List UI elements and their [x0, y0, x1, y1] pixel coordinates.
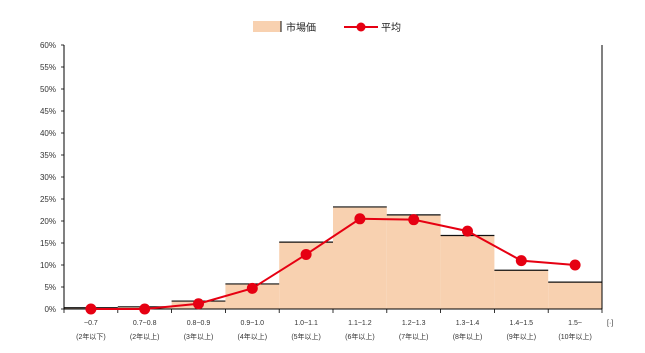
x-category-label-4: 1.0~1.1 — [294, 320, 318, 327]
x-category-sublabel-5: (6年以上) — [345, 332, 375, 341]
line-point-0 — [85, 303, 97, 315]
line-point-2 — [193, 298, 204, 310]
line-point-3 — [246, 282, 258, 294]
area-bar-7 — [440, 235, 495, 309]
line-point-1 — [139, 303, 151, 315]
legend: 市場価 平均 — [253, 21, 401, 34]
x-category-sublabel-3: (4年以上) — [238, 332, 268, 341]
x-category-label-5: 1.1~1.2 — [348, 320, 372, 327]
x-category-label-6: 1.2~1.3 — [402, 320, 426, 327]
line-point-4 — [300, 248, 312, 260]
line-point-6 — [408, 214, 420, 226]
x-category-sublabel-8: (9年以上) — [507, 332, 537, 341]
line-point-5 — [354, 213, 366, 225]
line-point-9 — [569, 259, 581, 271]
area-bar-6 — [386, 214, 441, 309]
x-category-label-3: 0.9~1.0 — [241, 320, 265, 327]
y-tick-label-12: 60% — [40, 41, 56, 50]
x-category-label-9: 1.5~ — [568, 320, 582, 327]
y-tick-label-5: 25% — [40, 195, 56, 204]
x-category-sublabel-7: (8年以上) — [453, 332, 483, 341]
x-category-sublabel-1: (2年以上) — [130, 332, 160, 341]
y-tick-label-9: 45% — [40, 107, 56, 116]
x-category-sublabel-2: (3年以上) — [184, 332, 214, 341]
y-tick-label-2: 10% — [40, 261, 56, 270]
x-category-label-7: 1.3~1.4 — [456, 320, 480, 327]
legend-label-line: 平均 — [381, 22, 401, 34]
legend-label-area: 市場価 — [286, 21, 316, 34]
y-tick-label-1: 5% — [44, 283, 56, 292]
y-tick-label-7: 35% — [40, 151, 56, 160]
y-tick-label-0: 0% — [44, 305, 56, 314]
area-bar-8 — [494, 270, 549, 309]
x-unit-label: [·] — [607, 320, 613, 327]
x-category-label-1: 0.7~0.8 — [133, 320, 157, 327]
legend-swatch-marker — [356, 22, 366, 32]
x-category-label-8: 1.4~1.5 — [510, 320, 534, 327]
x-category-sublabel-6: (7年以上) — [399, 332, 429, 341]
y-tick-label-10: 50% — [40, 85, 56, 94]
line-series-path — [90, 217, 576, 310]
y-tick-label-6: 30% — [40, 173, 56, 182]
line-point-7 — [462, 225, 473, 237]
x-category-sublabel-0: (2年以下) — [76, 332, 106, 341]
y-tick-label-11: 55% — [40, 63, 56, 72]
line-point-8 — [515, 255, 527, 267]
area-bar-9 — [548, 282, 602, 309]
y-tick-label-4: 20% — [40, 217, 56, 226]
plot-area: 0% 5% 10% 15% 20% 25% 30% 35% 40% 45% 50% 55% 60% ~0.… — [40, 41, 613, 341]
y-tick-label-3: 15% — [40, 239, 56, 248]
x-category-label-2: 0.8~0.9 — [187, 320, 211, 327]
y-tick-label-8: 40% — [40, 129, 56, 138]
x-category-sublabel-9: (10年以上) — [558, 332, 591, 341]
x-category-label-0: ~0.7 — [84, 320, 98, 327]
x-category-sublabel-4: (5年以上) — [291, 332, 321, 341]
legend-swatch-area — [253, 21, 281, 32]
